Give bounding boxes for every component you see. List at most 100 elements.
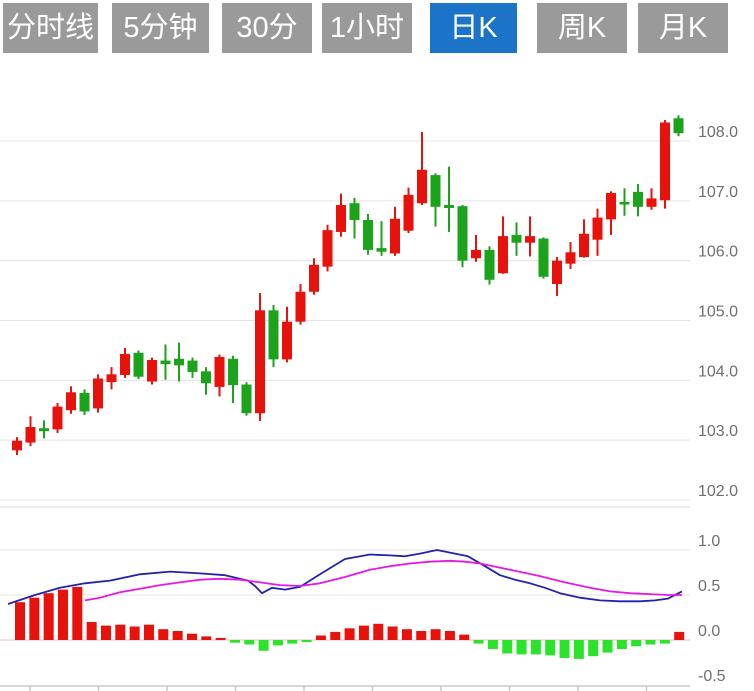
candle-body [160,360,171,365]
candle-body [403,194,414,231]
candle-body [295,291,306,322]
candle-body [309,264,319,292]
macd-histogram-bar [129,626,140,640]
macd-histogram-bar [631,640,642,647]
candle-body [619,201,630,205]
candle-body [511,234,522,243]
candle-body [201,371,211,384]
macd-histogram-bar [158,629,169,640]
macd-histogram-bar [344,628,355,640]
candle-body [363,219,373,250]
candle-body [417,169,427,204]
macd-histogram-bar [645,640,656,645]
candle-body [592,217,603,240]
candle-body [52,406,63,430]
tab-weekly-k[interactable]: 周K [537,3,627,53]
macd-histogram-bar [315,635,326,640]
price-axis-label: 104.0 [698,363,738,380]
macd-histogram-bar [373,623,384,640]
tab-daily-k[interactable]: 日K [430,3,517,53]
macd-histogram-bar [559,640,570,658]
macd-histogram-bar [387,626,398,640]
candle-body [457,206,468,261]
macd-histogram-bar [330,631,341,640]
candle-body [228,358,238,386]
candle-body [349,203,360,220]
macd-histogram-bar [545,640,556,656]
indicator-axis-labels: 1.0 0.5 0.0 -0.5 [698,533,726,685]
candle-body [93,378,103,409]
macd-histogram-bar [100,625,111,640]
macd-histogram-bar [201,636,212,640]
macd-histogram-bar [473,640,484,644]
tab-timeshare[interactable]: 分时线 [3,3,98,53]
candle-body [646,198,657,207]
candle-body [673,118,684,134]
macd-histogram-bar [358,625,369,640]
tab-1hour[interactable]: 1小时 [322,3,412,53]
candle-body [133,352,144,377]
macd-histogram-bar [401,629,412,640]
price-axis-label: 106.0 [698,244,738,261]
candle-body [39,428,49,432]
candle-body [66,392,76,411]
macd-histogram-bar [15,602,25,640]
candle-body [336,205,346,232]
candle-body [376,248,387,252]
candle-body [538,238,549,277]
candle-body [633,191,643,207]
tab-30min[interactable]: 30分钟 [222,3,312,94]
candle-body [187,360,198,372]
candle-body [498,236,508,274]
macd-histogram-bar [502,640,513,654]
macd-histogram-bar [43,593,54,640]
candle-body [147,359,157,382]
candle-body [268,310,279,360]
price-axis-labels: 108.0 107.0 106.0 105.0 104.0 103.0 102.0 [698,124,738,500]
price-axis-label: 105.0 [698,303,738,320]
tab-5min[interactable]: 5分钟 [112,3,209,53]
dea-line [84,559,682,602]
candle-body [25,426,36,443]
macd-histogram-bar [229,640,240,643]
candle-body [484,249,495,280]
indicator-axis-label: 0.5 [698,578,720,595]
macd-histogram [15,586,685,659]
candle-body [552,260,562,284]
price-axis-label: 108.0 [698,124,738,141]
candle-body [579,233,589,258]
tab-monthly-k[interactable]: 月K [638,3,728,53]
candle-body [174,358,184,366]
price-axis-label: 102.0 [698,483,738,500]
macd-histogram-bar [573,640,584,659]
indicator-axis-label: 1.0 [698,533,720,550]
price-axis-label: 103.0 [698,423,738,440]
macd-histogram-bar [215,638,226,640]
macd-histogram-bar [186,633,197,640]
candle-body [430,175,441,207]
macd-histogram-bar [272,640,283,646]
macd-histogram-bar [616,640,627,649]
candle-body [106,374,117,383]
price-axis-label: 107.0 [698,184,738,201]
macd-histogram-bar [487,640,498,649]
macd-histogram-bar [459,634,470,640]
macd-histogram-bar [172,631,183,640]
macd-histogram-bar [72,586,83,640]
macd-histogram-bar [530,640,541,655]
candle-body [525,236,535,243]
candle-body [282,321,292,360]
macd-histogram-bar [115,624,126,640]
indicator-axis-label: -0.5 [698,668,726,685]
candle-body [214,356,225,387]
macd-histogram-bar [674,631,685,640]
macd-histogram-bar [301,640,312,642]
macd-histogram-bar [29,597,40,640]
candle-body [606,193,616,220]
macd-histogram-bar [258,640,269,651]
candle-body [660,122,670,201]
candle-body [444,205,454,209]
candle-body [390,218,400,254]
